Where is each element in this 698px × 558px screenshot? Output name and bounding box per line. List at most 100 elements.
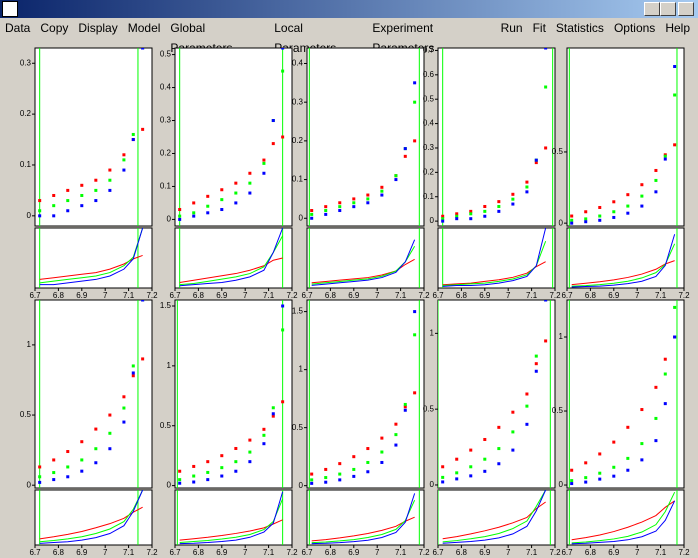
menu-item[interactable]: Copy (40, 21, 69, 35)
fit-curve (39, 490, 144, 543)
menu-item[interactable]: Local Parameters (274, 21, 337, 55)
data-point (80, 469, 84, 473)
data-point (206, 204, 210, 208)
data-point (271, 119, 275, 123)
data-point (511, 448, 515, 452)
data-point (310, 478, 314, 482)
x-tick-label: 6.7 (29, 291, 41, 300)
data-point (131, 371, 135, 375)
data-point (380, 450, 384, 454)
data-point (525, 404, 529, 408)
menu-item[interactable]: Run (500, 21, 523, 35)
x-tick-label: 6.8 (585, 291, 597, 300)
x-tick-label: 6.8 (53, 548, 65, 557)
data-point (413, 139, 417, 143)
fit-curve (179, 491, 284, 545)
y-tick-label: 0.3 (423, 143, 435, 152)
data-point (262, 433, 266, 437)
maximize-button[interactable] (660, 2, 676, 16)
data-point (271, 414, 275, 418)
data-point (394, 443, 398, 447)
data-point (234, 460, 238, 464)
plot-area (34, 299, 153, 489)
data-point (248, 450, 252, 454)
data-point (544, 85, 548, 89)
data-point (178, 208, 182, 212)
data-point (324, 212, 328, 216)
x-tick-label: 7 (243, 548, 248, 557)
data-point (403, 408, 407, 412)
data-point (455, 477, 459, 481)
data-point (544, 146, 548, 150)
data-point (626, 211, 630, 215)
data-point (352, 205, 356, 209)
menu-item[interactable]: Data (5, 21, 31, 35)
plot-content (308, 48, 420, 226)
data-point (220, 474, 224, 478)
data-point (108, 178, 112, 182)
data-point (626, 193, 630, 197)
data-point (403, 147, 407, 151)
data-point (220, 188, 224, 192)
data-point (544, 300, 548, 302)
x-tick-label: 7 (635, 548, 640, 557)
data-point (626, 204, 630, 208)
data-point (271, 142, 275, 146)
x-tick-label: 7.2 (418, 548, 430, 557)
data-point (380, 436, 384, 440)
data-point (380, 193, 384, 197)
y-tick-label: 0.5 (20, 410, 32, 419)
y-tick-label: 0.4 (292, 59, 304, 68)
menu-item[interactable]: Statistics (555, 21, 604, 35)
data-point (80, 183, 84, 187)
fit-curve (571, 491, 676, 544)
x-tick-label: 7 (103, 548, 108, 557)
y-tick-label: 0 (27, 480, 32, 489)
y-tick-label: 0.5 (552, 147, 564, 156)
fit-curve (39, 228, 144, 284)
menu-item[interactable]: Model (127, 21, 161, 35)
y-tick-label: 0.7 (423, 46, 435, 55)
fit-curve (179, 519, 283, 541)
data-point (403, 154, 407, 158)
data-point (598, 205, 602, 209)
minimize-button[interactable] (644, 2, 660, 16)
data-point (455, 471, 459, 475)
x-tick-label: 6.8 (456, 548, 468, 557)
data-point (234, 181, 238, 185)
close-button[interactable] (678, 2, 694, 16)
menu-item[interactable]: Global Parameters (170, 21, 232, 55)
y-tick-label: 0.5 (423, 404, 435, 413)
x-tick-label: 6.7 (29, 548, 41, 557)
data-point (262, 442, 266, 446)
y-tick-label: 0.3 (20, 58, 32, 67)
data-point (598, 452, 602, 456)
data-point (220, 466, 224, 470)
data-point (511, 192, 515, 196)
data-point (455, 217, 459, 221)
data-point (511, 202, 515, 206)
data-point (94, 447, 98, 451)
menu-item[interactable]: Display (78, 21, 118, 35)
y-tick-label: 1 (27, 340, 32, 349)
x-tick-label: 7.2 (418, 291, 430, 300)
data-point (497, 447, 501, 451)
menu-item[interactable]: Options (613, 21, 656, 35)
data-point (38, 199, 42, 203)
app-icon (2, 1, 18, 17)
data-point (483, 209, 487, 213)
data-point (108, 188, 112, 192)
data-point (324, 205, 328, 209)
fit-curve (311, 239, 416, 286)
plot-area (174, 227, 293, 289)
menu-item[interactable]: Experiment Parameters (372, 21, 434, 55)
data-point (570, 218, 574, 222)
menu-item[interactable]: Fit (532, 21, 546, 35)
data-point (366, 460, 370, 464)
y-tick-label: 0 (430, 216, 435, 225)
data-point (570, 221, 574, 225)
menu-item[interactable]: Help (665, 21, 690, 35)
title-bar (0, 0, 698, 18)
data-point (262, 161, 266, 165)
data-point (654, 385, 658, 389)
